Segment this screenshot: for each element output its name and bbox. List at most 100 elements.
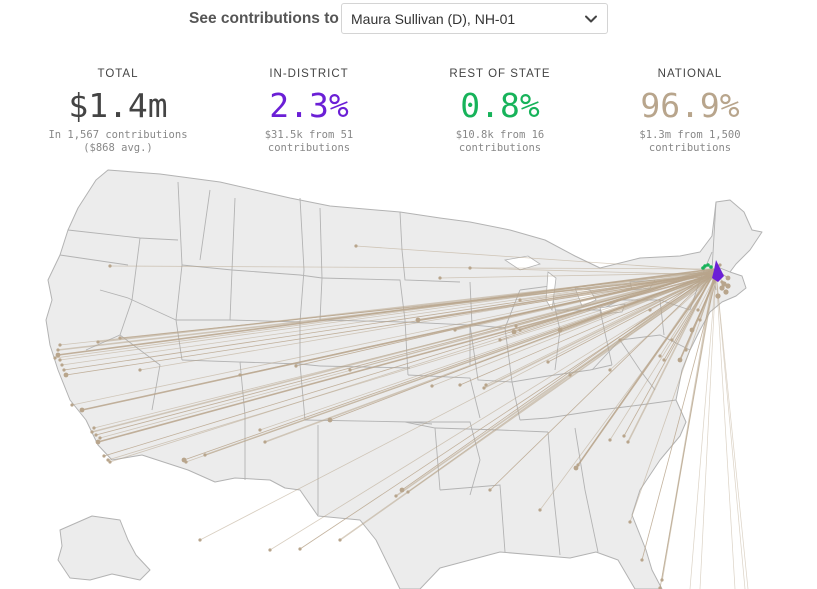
contribution-origin-dot (106, 458, 110, 462)
contribution-origin-dot (263, 440, 267, 444)
contribution-origin-dot (268, 548, 272, 552)
contribution-stats: TOTAL $1.4m In 1,567 contributions ($868… (0, 64, 817, 164)
contribution-map (0, 160, 817, 589)
contribution-origin-dot (118, 336, 122, 340)
contribution-origin-dot (458, 383, 462, 387)
contribution-origin-dot (53, 356, 57, 360)
contribution-flow-line (623, 269, 717, 437)
stat-national-detail: $1.3m from 1,500 contributions (605, 129, 775, 154)
candidate-dropdown[interactable]: Maura Sullivan (D), NH-01 (341, 3, 608, 34)
nearby-contribution-dot (721, 281, 727, 287)
contribution-origin-dot (468, 266, 472, 270)
contribution-flow-line (395, 270, 719, 497)
stat-national-value: 96.9% (640, 86, 740, 125)
contribution-origin-dot (618, 338, 622, 342)
rest-of-state-dot (706, 263, 710, 267)
contribution-origin-dot (658, 586, 662, 589)
contribution-origin-dot (94, 433, 98, 437)
chevron-down-icon (585, 15, 597, 23)
contribution-flow-line (119, 274, 719, 339)
contribution-origin-dot (677, 357, 683, 363)
stat-national-detail-line1: $1.3m from 1,500 (639, 129, 741, 141)
contribution-origin-dot (184, 460, 188, 464)
contribution-origin-dot (640, 558, 644, 562)
stat-rest-of-state-detail-line2: contributions (458, 141, 542, 154)
state-border-line (434, 427, 549, 553)
contribution-flow-line (91, 269, 718, 433)
contribution-origin-dot (338, 538, 342, 542)
contribution-flow-line (715, 271, 746, 589)
contribution-origin-dot (514, 324, 518, 328)
contribution-flow-line (699, 271, 717, 589)
contribution-origin-dot (348, 368, 352, 372)
contribution-flow-line (499, 268, 718, 341)
us-map (45, 169, 763, 589)
contribution-origin-dot (576, 463, 580, 467)
stat-in-district-title: IN-DISTRICT (269, 68, 349, 80)
in-district-area (712, 260, 724, 282)
contribution-origin-dot (488, 488, 492, 492)
contribution-selector-row: See contributions to Maura Sullivan (D),… (0, 2, 817, 36)
contribution-origin-dot (568, 373, 572, 377)
contribution-origin-dot (658, 354, 662, 358)
contribution-origin-dot (573, 465, 579, 471)
contribution-origin-dot (628, 520, 632, 524)
contribution-origin-dot (518, 328, 522, 332)
contribution-flow-line (107, 274, 718, 461)
contribution-origin-dot (498, 338, 502, 342)
contribution-flow-line (715, 271, 736, 589)
contribution-origin-dot (58, 358, 62, 362)
contribution-flow-line (489, 271, 715, 491)
contribution-origin-dot (62, 368, 66, 372)
state-border-line (511, 364, 613, 421)
contribution-origin-dot (258, 428, 262, 432)
contribution-origin-dot (98, 436, 102, 440)
stat-total-title: TOTAL (97, 68, 139, 80)
contribution-flows (54, 245, 749, 589)
contribution-origin-dot (198, 538, 202, 542)
stat-total: TOTAL $1.4m In 1,567 contributions ($868… (33, 64, 203, 154)
stat-total-value: $1.4m (68, 86, 168, 125)
contribution-flow-line (109, 268, 719, 463)
contribution-origin-dot (608, 438, 612, 442)
contribution-flow-line (81, 270, 717, 411)
contribution-flow-line (349, 270, 715, 371)
stat-rest-of-state-detail-line1: $10.8k from 16 (455, 129, 545, 141)
contribution-flow-line (269, 272, 719, 551)
contribution-dots (53, 244, 731, 589)
contribution-origin-dot (70, 403, 74, 407)
us-landmass (45, 169, 763, 589)
contribution-origin-dot (546, 360, 550, 364)
contribution-origin-dot (438, 276, 442, 280)
contribution-origin-dot (354, 244, 358, 248)
contribution-origin-dot (660, 578, 664, 582)
stat-rest-of-state-value: 0.8% (460, 86, 540, 125)
stat-national-title: NATIONAL (657, 68, 723, 80)
contribution-flow-line (469, 267, 717, 276)
contribution-origin-dot (298, 547, 302, 551)
stat-in-district-value: 2.3% (269, 86, 349, 125)
contribution-flow-line (59, 269, 716, 361)
contribution-origin-dot (648, 308, 652, 312)
contribution-origin-dot (102, 454, 106, 458)
contribution-flow-line (71, 269, 716, 406)
contribution-origin-dot (622, 434, 626, 438)
contribution-flow-line (431, 273, 716, 387)
state-border-line (619, 299, 665, 391)
state-border-line (591, 334, 691, 411)
contribution-flow-line (609, 271, 719, 371)
contribution-origin-dot (394, 494, 398, 498)
contribution-flow-line (547, 273, 718, 363)
nearby-contribution-dot (719, 285, 725, 291)
contribution-origin-dot (538, 508, 542, 512)
contribution-origin-dot (399, 487, 405, 493)
nearby-contribution-dot (715, 293, 721, 299)
contribution-origin-dot (415, 317, 421, 323)
contribution-origin-dot (698, 318, 702, 322)
contribution-flow-line (355, 245, 718, 272)
contribution-origin-dot (203, 453, 207, 457)
contribution-flow-line (259, 272, 717, 431)
contribution-origin-dot (608, 368, 612, 372)
stat-rest-of-state: REST OF STATE 0.8% $10.8k from 16 contri… (415, 64, 585, 154)
contribution-origin-dot (689, 327, 695, 333)
